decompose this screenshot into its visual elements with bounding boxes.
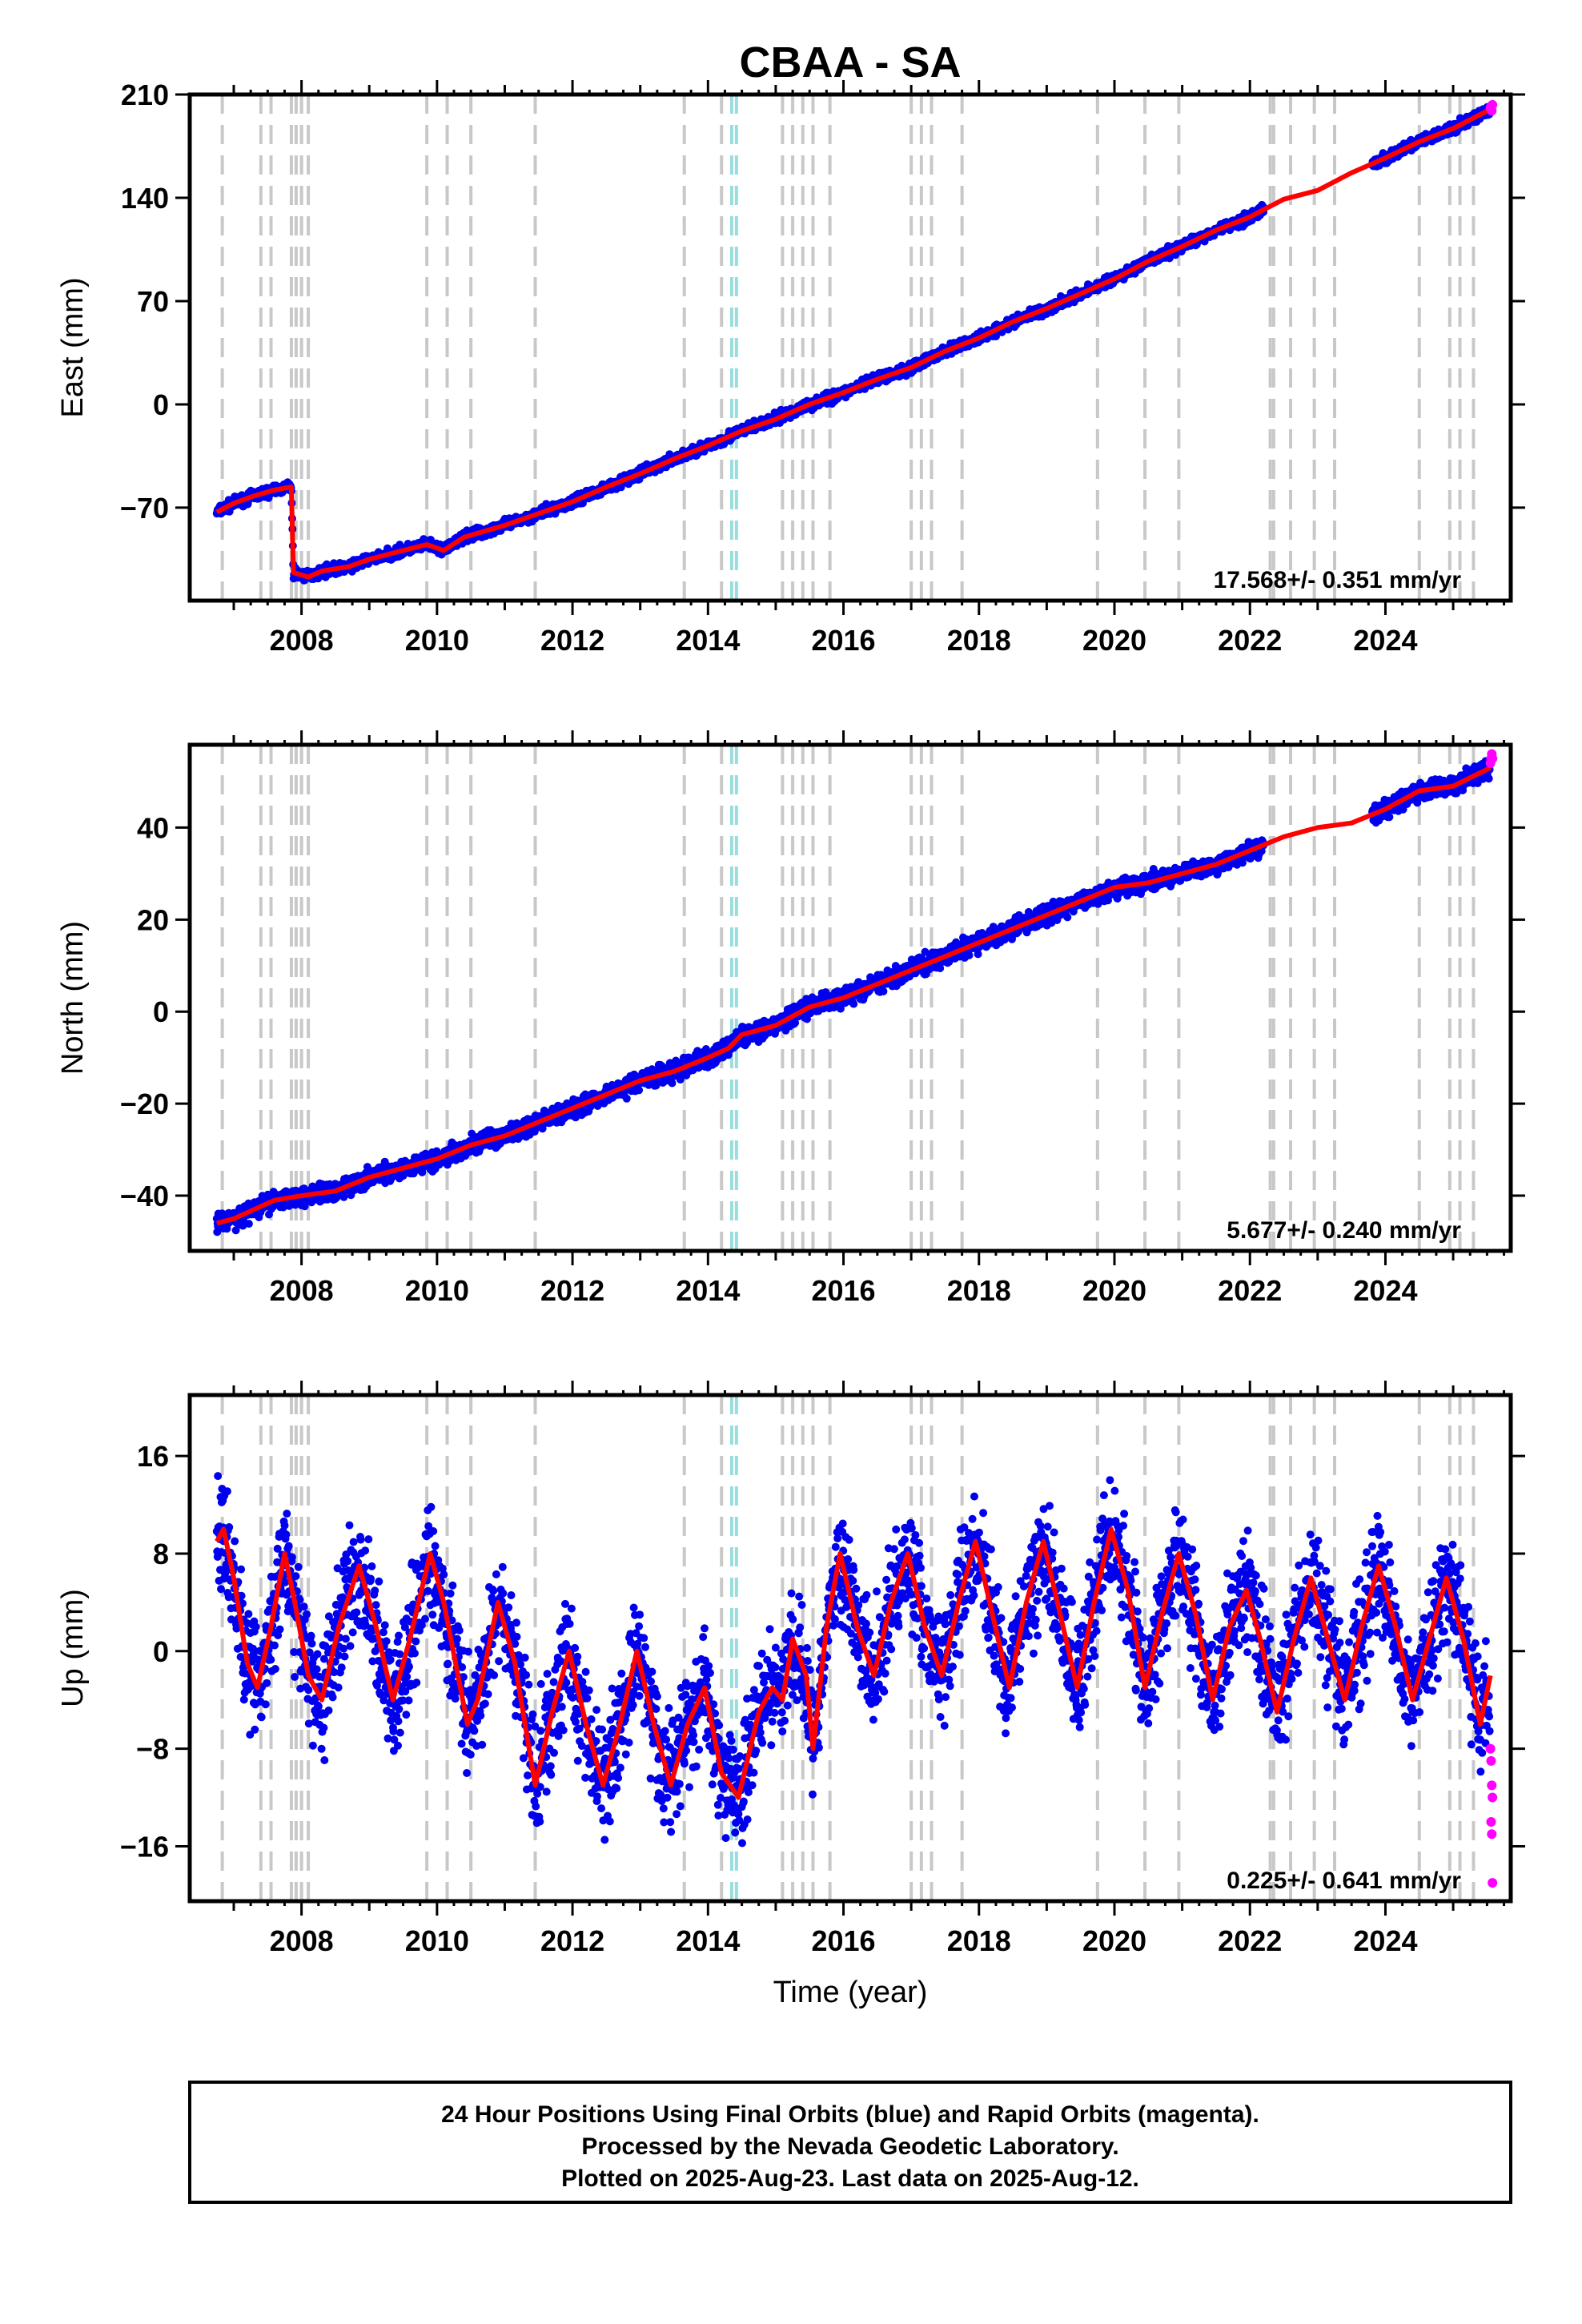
y-tick-label: 140	[121, 182, 169, 215]
x-tick-label: 2012	[540, 624, 604, 657]
model-fit-line-east	[215, 107, 1492, 580]
y-axis-title-east: East (mm)	[56, 277, 90, 417]
y-tick-label: −70	[120, 492, 169, 525]
panel-east: −70 0 70 140 210 2008 2010 2012 2014 2016 2018 2020…	[56, 78, 1525, 657]
final-orbit-points-east	[212, 103, 1494, 585]
chart-title: CBAA - SA	[740, 38, 962, 86]
final-orbit-point	[635, 1086, 644, 1095]
final-orbit-point	[231, 1226, 240, 1235]
x-tick-label: 2014	[676, 624, 740, 657]
y-tick-label: 210	[121, 78, 169, 111]
x-tick-label: 2016	[811, 624, 875, 657]
plot-area-north	[212, 745, 1498, 1251]
y-tick-label: 0	[153, 388, 169, 421]
final-orbit-point	[622, 1094, 631, 1103]
x-tick-label: 2022	[1218, 624, 1282, 657]
x-tick-label: 2008	[270, 624, 334, 657]
panels: −70 0 70 140 210 2008 2010 2012 2014 2016 2018 2020…	[56, 78, 1525, 2009]
final-orbit-point	[339, 1192, 348, 1201]
x-tick-label: 2020	[1082, 624, 1146, 657]
x-tick-label: 2018	[947, 624, 1011, 657]
plot-area-east	[212, 94, 1498, 601]
final-orbit-point	[300, 1202, 309, 1211]
rapid-orbit-point	[1488, 99, 1498, 110]
final-orbit-points-north	[212, 757, 1494, 1236]
x-tick-label: 2024	[1353, 624, 1417, 657]
velocity-label-east: 17.568+/- 0.351 mm/yr	[1214, 567, 1462, 593]
x-tick-label: 2010	[405, 624, 469, 657]
final-orbit-point	[803, 1015, 811, 1023]
y-tick-label: 70	[137, 285, 169, 318]
panel-frame-east	[187, 92, 1513, 603]
final-orbit-point	[791, 1019, 800, 1027]
final-orbit-point	[244, 1220, 253, 1228]
final-orbit-point	[668, 1079, 677, 1088]
